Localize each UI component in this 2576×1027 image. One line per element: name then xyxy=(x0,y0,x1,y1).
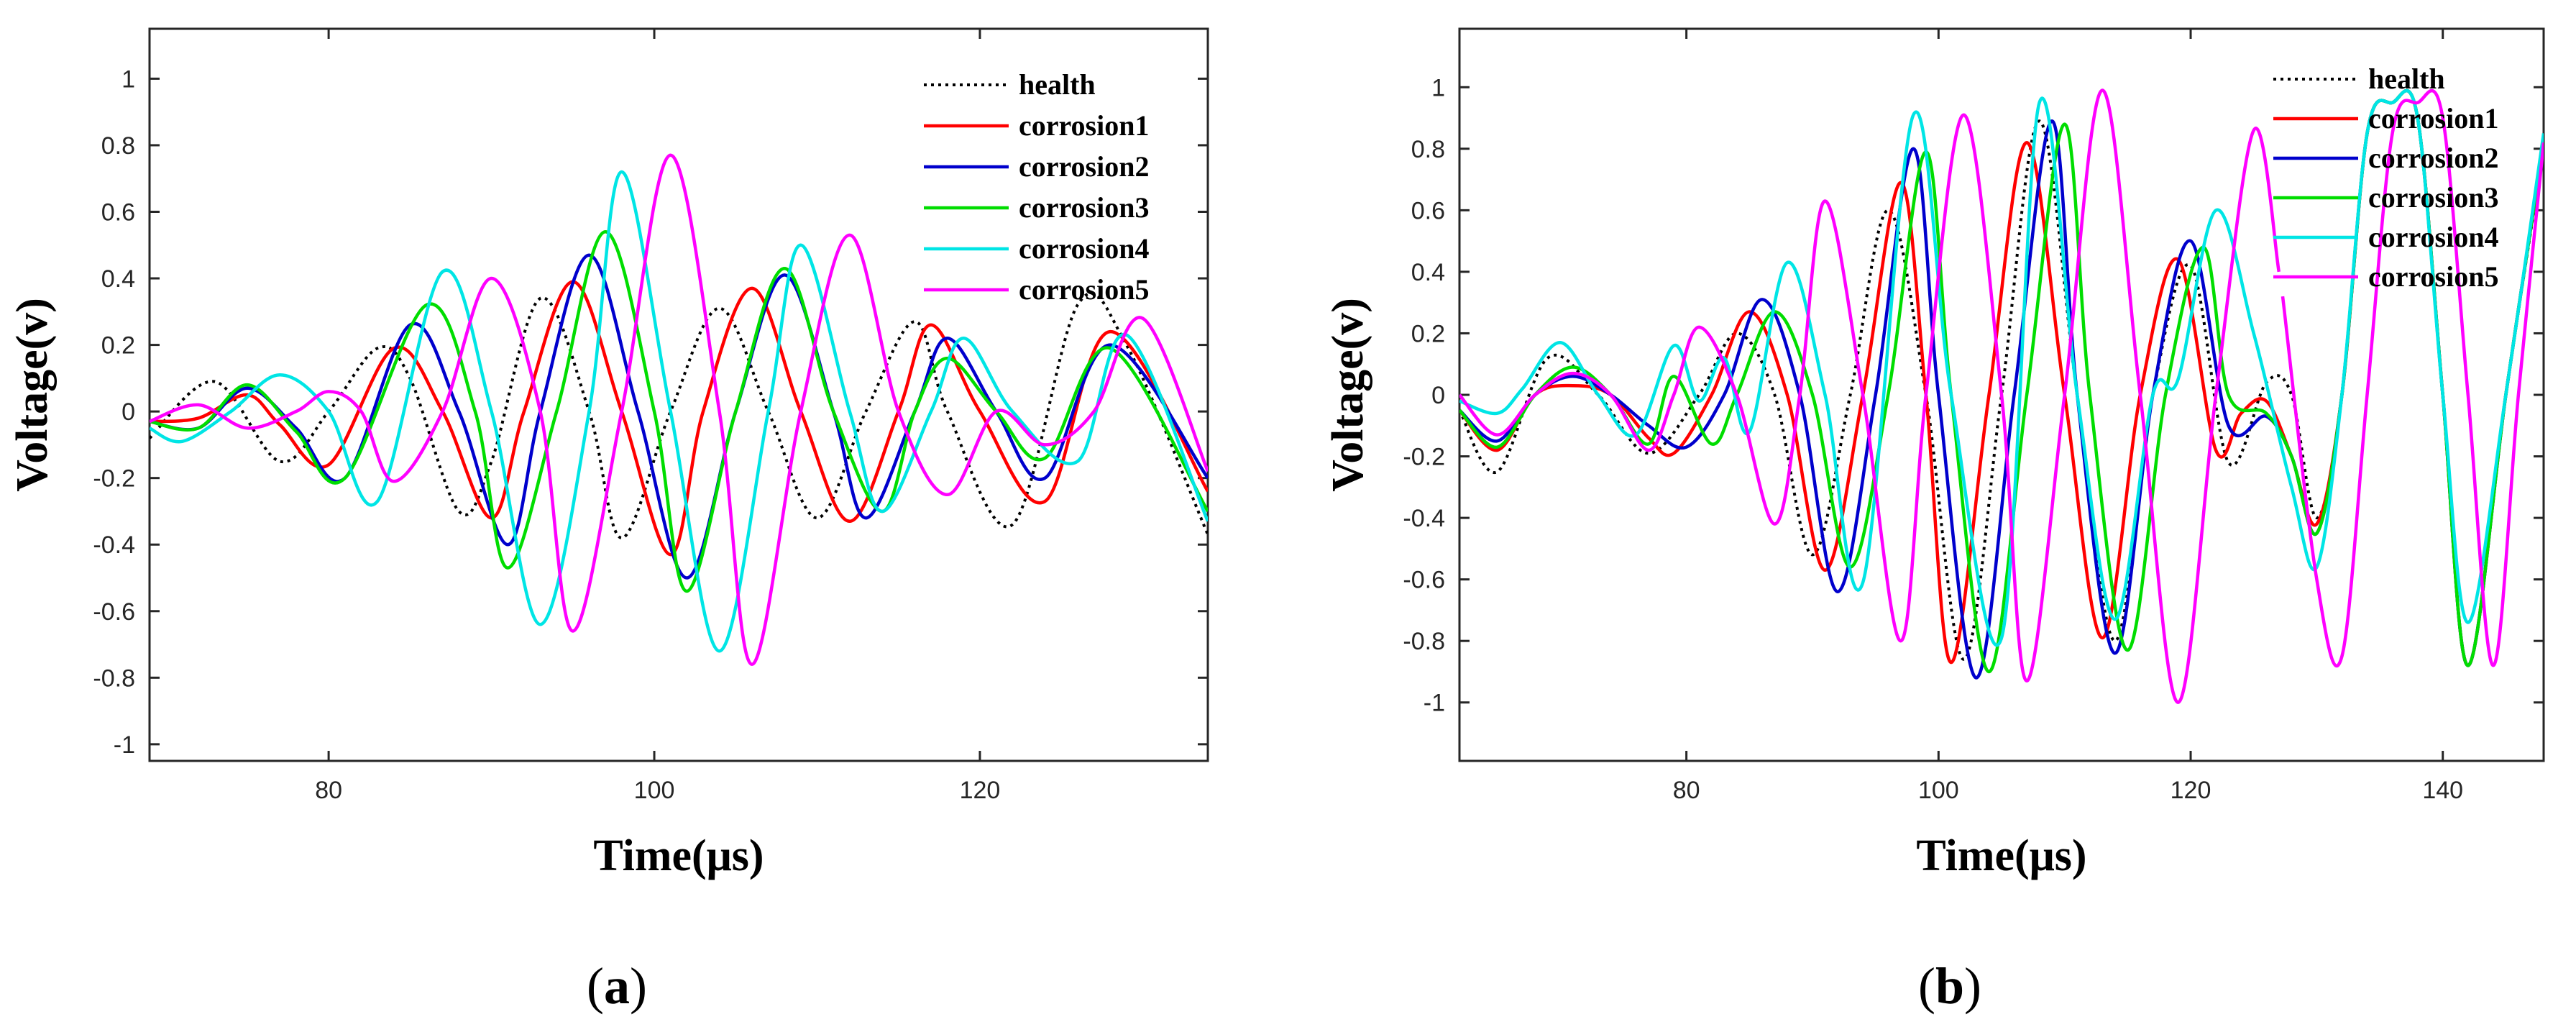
panel-label: (a) xyxy=(587,957,647,1015)
legend: health corrosion1 corrosion2 corrosion3 corr… xyxy=(2273,63,2498,293)
x-tick-label: 80 xyxy=(1673,777,1700,804)
y-tick-label: 0.4 xyxy=(101,265,135,293)
legend-label-corrosion4: corrosion4 xyxy=(2368,221,2498,253)
y-tick-label: -0.6 xyxy=(93,598,135,626)
y-tick-label: 0.4 xyxy=(1411,259,1445,286)
series-line-corrosion1 xyxy=(1459,88,2544,667)
series-line-corrosion5 xyxy=(150,153,1208,667)
series-line-health xyxy=(1459,89,2544,667)
y-tick-label: 1 xyxy=(122,65,135,93)
series-line-corrosion3 xyxy=(150,230,1208,593)
legend: health corrosion1 corrosion2 corrosion3 corr… xyxy=(924,68,1149,306)
x-axis-label: Time(μs) xyxy=(1916,831,2086,880)
legend-label-corrosion2: corrosion2 xyxy=(2368,142,2498,174)
legend-label-corrosion3: corrosion3 xyxy=(1019,191,1149,224)
x-tick-label: 80 xyxy=(315,777,342,804)
x-tick-label: 120 xyxy=(960,777,1001,804)
y-tick-label: 0.6 xyxy=(101,199,135,227)
y-tick-label: 0.6 xyxy=(1411,197,1445,224)
y-tick-label: -0.4 xyxy=(1403,505,1445,532)
series-group xyxy=(1459,88,2544,704)
y-tick-label: -0.8 xyxy=(1403,628,1445,655)
panel-b: -1 -0.8 -0.6 -0.4 -0.2 0 0.2 0.4 0.6 0.8 1 80 100 120… xyxy=(1324,27,2545,1015)
legend-label-corrosion3: corrosion3 xyxy=(2368,181,2498,214)
y-tick-label: -0.4 xyxy=(93,531,135,559)
legend-label-health: health xyxy=(2368,63,2445,95)
x-axis-label: Time(μs) xyxy=(593,831,764,880)
y-tick-label: -1 xyxy=(1424,690,1445,717)
series-group xyxy=(150,153,1208,667)
x-tick-label: 100 xyxy=(1918,777,1959,804)
legend-label-corrosion2: corrosion2 xyxy=(1019,150,1149,183)
plot-frame xyxy=(148,27,1209,762)
x-tick-label: 100 xyxy=(634,777,675,804)
x-tick-label: 120 xyxy=(2171,777,2211,804)
series-line-corrosion4 xyxy=(150,170,1208,653)
legend-label-health: health xyxy=(1019,68,1096,101)
legend-label-corrosion4: corrosion4 xyxy=(1019,232,1149,265)
y-tick-label: 1 xyxy=(1431,74,1445,101)
panel-a: -1 -0.8 -0.6 -0.4 -0.2 0 0.2 0.4 0.6 0.8 1 80 100 120… xyxy=(8,27,1209,1015)
x-tick-label: 140 xyxy=(2422,777,2463,804)
y-tick-label: -0.2 xyxy=(1403,444,1445,471)
series-line-corrosion4 xyxy=(1459,88,2544,647)
y-axis-label: Voltage(v) xyxy=(8,298,57,492)
legend-label-corrosion1: corrosion1 xyxy=(1019,109,1149,142)
y-tick-label: -0.2 xyxy=(93,465,135,493)
y-tick-label: 0.8 xyxy=(101,132,135,160)
y-tick-label: 0 xyxy=(1431,382,1445,409)
legend-label-corrosion5: corrosion5 xyxy=(1019,273,1149,306)
series-line-corrosion5 xyxy=(1459,88,2281,704)
legend-label-corrosion5: corrosion5 xyxy=(2368,260,2498,293)
y-tick-label: -1 xyxy=(114,731,135,759)
legend-label-corrosion1: corrosion1 xyxy=(2368,102,2498,134)
y-tick-label: 0.2 xyxy=(101,332,135,360)
series-line-corrosion1 xyxy=(150,280,1208,557)
y-tick-label: -0.6 xyxy=(1403,567,1445,594)
y-tick-label: 0.2 xyxy=(1411,320,1445,347)
y-tick-label: 0.8 xyxy=(1411,136,1445,163)
y-tick-label: 0 xyxy=(122,398,135,426)
series-line-corrosion5-segment xyxy=(2281,88,2544,668)
panel-label: (b) xyxy=(1918,957,1981,1015)
y-axis-label: Voltage(v) xyxy=(1324,298,1372,492)
series-line-health xyxy=(150,291,1208,539)
y-tick-label: -0.8 xyxy=(93,665,135,692)
